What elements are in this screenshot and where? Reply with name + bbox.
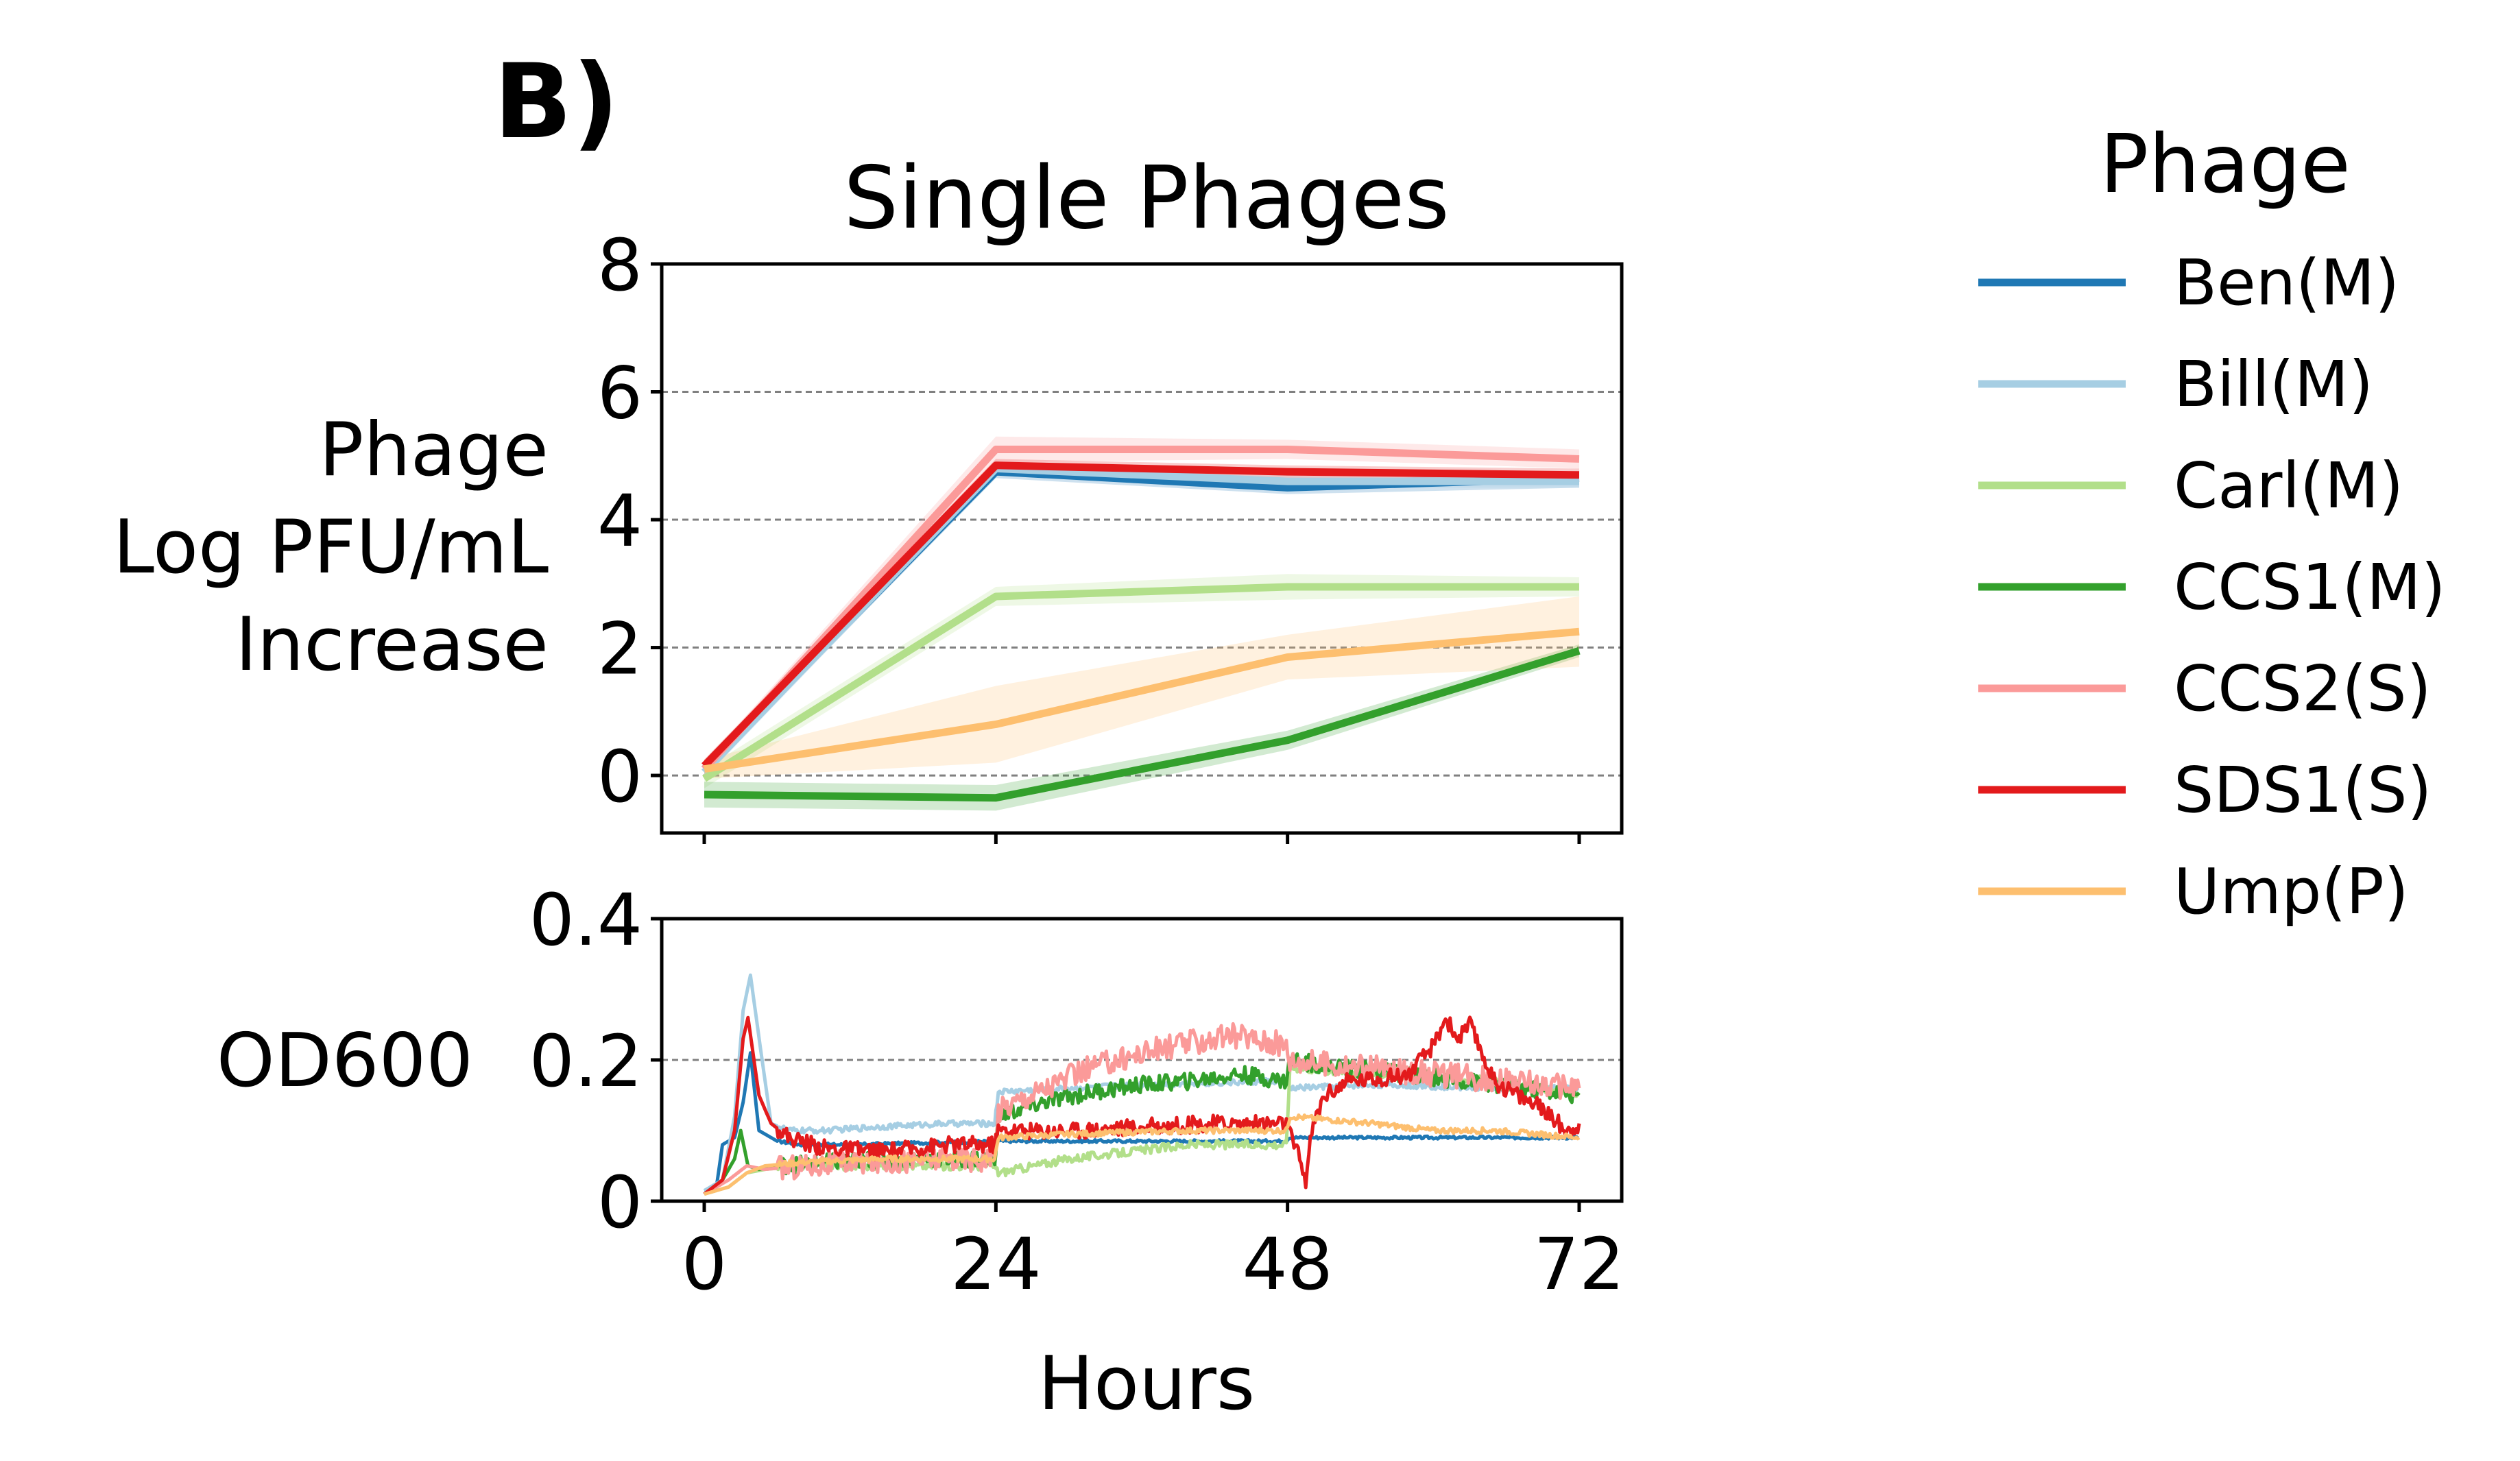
bottom-x-ticks: 0 24 48 72: [682, 1201, 1624, 1306]
legend-label: CCS2(S): [2174, 652, 2432, 725]
band-ccs2-s: [704, 436, 1579, 776]
top-series-lines: [701, 445, 1581, 802]
od-line-ump-p: [704, 1113, 1581, 1196]
bottom-y-tick-label: 0.2: [529, 1019, 643, 1103]
line-ccs2-s: [701, 445, 1580, 772]
top-y-tick-label: 4: [597, 479, 643, 563]
legend-label: Ben(M): [2174, 246, 2399, 319]
x-axis-label: Hours: [1038, 1341, 1255, 1427]
top-chart-title: Single Phages: [843, 147, 1450, 248]
legend-item-ben-m: Ben(M): [1978, 246, 2399, 319]
top-y-axis-label-line-3: Increase: [235, 602, 549, 688]
top-y-axis-label-line-2: Log PFU/mL: [113, 505, 549, 590]
top-y-tick-label: 8: [597, 224, 643, 307]
legend-item-sds1-s: SDS1(S): [1978, 753, 2432, 827]
line-ump-p: [704, 627, 1580, 773]
top-y-tick-label: 2: [597, 607, 643, 691]
top-y-axis-label-line-1: Phage: [319, 407, 549, 493]
line-ccs1-m: [704, 647, 1581, 802]
legend-label: Ump(P): [2174, 855, 2409, 928]
bottom-y-tick-label: 0: [597, 1161, 643, 1244]
x-tick-label: 24: [950, 1222, 1041, 1306]
top-y-tick-label: 6: [597, 352, 643, 435]
top-plot-frame: [660, 262, 1624, 835]
top-y-tick-label: 0: [597, 735, 643, 819]
x-tick-label: 48: [1242, 1222, 1332, 1306]
x-tick-label: 0: [682, 1222, 727, 1306]
bottom-plot-frame: [660, 917, 1624, 1203]
top-y-ticks: 0 2 4 6 8: [597, 224, 662, 819]
line-sds1-s: [701, 461, 1580, 769]
od-line-ccs2-s: [703, 1022, 1581, 1196]
bottom-series-lines: [703, 973, 1581, 1196]
bottom-panel: 0 0.2 0.4 0 24 48 72: [529, 878, 1625, 1306]
od-line-sds1-s: [703, 1015, 1581, 1196]
legend-item-carl-m: Carl(M): [1978, 449, 2403, 522]
top-x-ticks: [702, 833, 1581, 844]
panel-label: B): [494, 43, 619, 162]
legend-item-ccs2-s: CCS2(S): [1978, 652, 2432, 725]
top-panel: 0 2 4 6 8: [597, 224, 1624, 844]
bottom-y-axis-label: OD600: [217, 1018, 473, 1104]
bottom-y-ticks: 0 0.2 0.4: [529, 878, 662, 1244]
legend-label: Bill(M): [2174, 348, 2373, 421]
legend-item-ump-p: Ump(P): [1978, 855, 2409, 928]
bottom-y-tick-label: 0.4: [529, 878, 643, 962]
legend-label: Carl(M): [2174, 449, 2403, 522]
legend: Phage Ben(M) Bill(M) Carl(M) CCS1(M) CCS2(S)…: [1978, 117, 2446, 928]
legend-item-ccs1-m: CCS1(M): [1978, 551, 2446, 624]
legend-items: Ben(M) Bill(M) Carl(M) CCS1(M) CCS2(S) SDS1(S…: [1978, 246, 2446, 928]
legend-label: CCS1(M): [2174, 551, 2446, 624]
x-tick-label: 72: [1534, 1222, 1624, 1306]
legend-item-bill-m: Bill(M): [1978, 348, 2373, 421]
legend-label: SDS1(S): [2174, 753, 2432, 827]
legend-title: Phage: [2100, 117, 2351, 211]
band-carl-m: [704, 574, 1579, 788]
line-carl-m: [702, 583, 1579, 782]
